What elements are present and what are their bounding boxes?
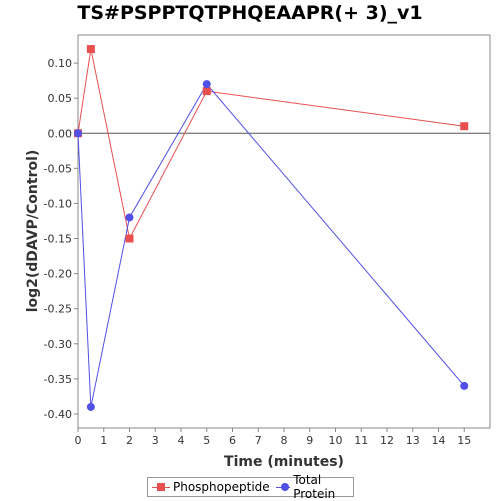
y-tick-label: 0.00 — [48, 127, 73, 140]
x-tick-label: 8 — [281, 434, 288, 447]
x-tick-label: 12 — [380, 434, 394, 447]
y-tick-label: -0.40 — [44, 408, 72, 421]
data-point-circle — [74, 129, 82, 138]
y-axis-title: log2(dDAVP/Control) — [25, 150, 41, 313]
x-tick-label: 14 — [432, 434, 446, 447]
legend-label-phosphopeptide: Phosphopeptide — [173, 480, 270, 494]
x-tick-label: 7 — [255, 434, 262, 447]
x-tick-label: 15 — [457, 434, 471, 447]
data-point-circle — [202, 80, 211, 89]
legend-label-total-protein: Total Protein — [293, 473, 336, 501]
y-tick-label: 0.05 — [48, 92, 73, 105]
data-point-square — [460, 122, 469, 131]
y-tick-label: -0.10 — [44, 197, 72, 210]
x-tick-label: 11 — [354, 434, 368, 447]
legend-item-total-protein: Total Protein — [275, 473, 353, 501]
plot-frame — [77, 34, 491, 429]
data-point-square — [86, 45, 95, 54]
y-tick-label: 0.10 — [48, 57, 73, 70]
x-tick-label: 0 — [75, 434, 82, 447]
y-tick-label: -0.25 — [44, 303, 72, 316]
x-tick-label: 13 — [406, 434, 420, 447]
series-layer — [74, 45, 490, 411]
legend-swatch-square-icon — [152, 482, 170, 492]
legend: Phosphopeptide Total Protein — [147, 473, 354, 501]
data-point-square — [202, 87, 211, 96]
legend-swatch-circle-icon — [275, 482, 291, 492]
x-tick-label: 1 — [100, 434, 107, 447]
x-tick-label: 5 — [203, 434, 210, 447]
x-axis: 0 1 2 3 4 5 6 7 8 9 10 11 12 13 14 15 — [75, 428, 471, 447]
data-point-circle — [86, 402, 95, 411]
y-tick-label: -0.35 — [44, 373, 72, 386]
x-tick-label: 9 — [306, 434, 313, 447]
x-tick-label: 2 — [126, 434, 133, 447]
x-tick-label: 4 — [178, 434, 185, 447]
y-tick-label: -0.30 — [44, 338, 72, 351]
data-point-circle — [125, 213, 134, 222]
y-axis: 0.10 0.05 0.00 -0.05 -0.10 -0.15 -0.20 -0.25 -0.… — [44, 57, 78, 421]
legend-item-phosphopeptide: Phosphopeptide — [152, 480, 270, 494]
chart-title: TS#PSPPTQTPHQEAAPR(+ 3)_v1 — [77, 2, 423, 24]
x-axis-title: Time (minutes) — [224, 454, 344, 470]
x-tick-label: 3 — [152, 434, 159, 447]
x-tick-label: 10 — [329, 434, 343, 447]
y-tick-label: -0.15 — [44, 233, 72, 246]
y-tick-label: -0.20 — [44, 268, 72, 281]
y-tick-label: -0.05 — [44, 162, 72, 175]
data-point-square — [125, 234, 134, 243]
x-tick-label: 6 — [229, 434, 236, 447]
data-point-circle — [460, 381, 469, 390]
